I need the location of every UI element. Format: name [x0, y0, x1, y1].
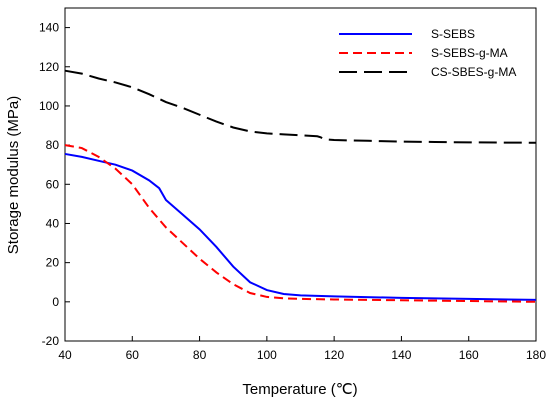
y-tick-label: 140 — [39, 21, 59, 35]
legend: S-SEBS S-SEBS-g-MA CS-SBES-g-MA — [339, 27, 516, 79]
x-tick-label: 140 — [391, 348, 411, 362]
x-tick-label: 120 — [324, 348, 344, 362]
y-tick-label: 60 — [46, 177, 60, 191]
x-tick-label: 60 — [126, 348, 140, 362]
y-tick-label: 40 — [46, 216, 60, 230]
x-tick-label: 80 — [193, 348, 207, 362]
plot-frame — [64, 7, 537, 342]
axis-ticks: 40 60 80 100 120 140 160 180 -20 0 20 40 60 80 100 120 1… — [39, 21, 546, 362]
x-tick-label: 40 — [58, 348, 72, 362]
series-line-s-sebs — [64, 152, 537, 301]
legend-label: S-SEBS — [431, 27, 475, 41]
y-tick-label: 80 — [46, 138, 60, 152]
legend-label: CS-SBES-g-MA — [431, 65, 516, 79]
x-tick-label: 160 — [459, 348, 479, 362]
series-lines — [64, 69, 537, 303]
y-axis-title: Storage modulus (MPa) — [5, 96, 22, 254]
y-tick-label: 100 — [39, 99, 59, 113]
y-tick-label: 20 — [46, 256, 60, 270]
y-tick-label: 0 — [52, 295, 59, 309]
series-line-cs-sbes-g-ma — [64, 69, 537, 144]
legend-label: S-SEBS-g-MA — [431, 46, 508, 60]
series-line-s-sebs-g-ma — [64, 144, 537, 303]
y-tick-label: 120 — [39, 60, 59, 74]
x-tick-label: 180 — [526, 348, 546, 362]
x-tick-label: 100 — [257, 348, 277, 362]
x-axis-title: Temperature (℃) — [242, 381, 357, 398]
y-tick-label: -20 — [42, 334, 60, 348]
